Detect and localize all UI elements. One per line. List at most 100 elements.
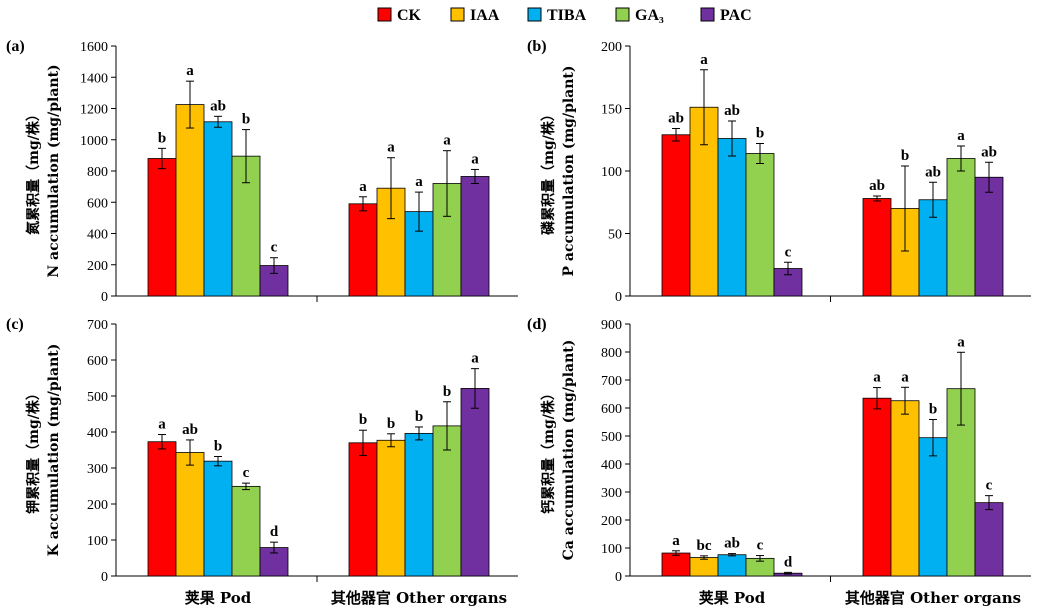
bar-ck <box>862 397 892 577</box>
significance-letter: c <box>271 240 278 256</box>
significance-letter: a <box>672 533 680 549</box>
significance-letter: b <box>387 416 395 432</box>
x-category-label: 其他器官 Other organs <box>331 589 507 607</box>
significance-letter: a <box>957 334 965 350</box>
y-tick-label: 800 <box>601 346 622 361</box>
significance-letter: ab <box>668 111 684 127</box>
legend-swatch <box>377 7 392 22</box>
legend-item-2: TIBA <box>527 7 587 24</box>
x-category-label: 其他器官 Other organs <box>845 589 1021 607</box>
legend-item-3: GA₃ <box>615 7 664 24</box>
bar-iaa <box>175 104 205 297</box>
bar-tiba <box>717 554 747 577</box>
y-tick-label: 0 <box>101 290 108 305</box>
y-tick-label: 900 <box>601 318 622 333</box>
y-tick-label: 500 <box>601 430 622 445</box>
significance-letter: ab <box>724 103 740 119</box>
significance-letter: ab <box>981 144 997 160</box>
y-tick-label: 400 <box>601 458 622 473</box>
bar-ck <box>147 441 177 577</box>
legend-label: PAC <box>720 7 752 24</box>
y-tick-label: 0 <box>615 570 622 585</box>
y-tick-label: 0 <box>101 570 108 585</box>
y-tick-label: 0 <box>615 290 622 305</box>
y-tick-label: 200 <box>601 40 622 55</box>
significance-letter: ab <box>869 178 885 194</box>
significance-letter: ab <box>724 536 740 552</box>
significance-letter: c <box>785 244 792 260</box>
y-tick-label: 400 <box>87 426 108 441</box>
significance-letter: b <box>214 438 222 454</box>
legend-item-1: IAA <box>450 7 500 24</box>
bar-ga <box>231 155 261 297</box>
y-tick-label: 600 <box>87 196 108 211</box>
y-tick-label: 700 <box>601 374 622 389</box>
y-tick-label: 400 <box>87 228 108 243</box>
y-tick-label: 600 <box>87 354 108 369</box>
y-tick-label: 150 <box>601 103 622 118</box>
y-axis-label-cn: 氮累积量（mg/株） <box>25 107 42 236</box>
bar-ga <box>231 485 261 577</box>
legend-swatch <box>450 7 465 22</box>
bar-ck <box>862 198 892 297</box>
bar-tiba <box>203 121 233 297</box>
panel-label: (a) <box>6 38 25 55</box>
significance-letter: d <box>784 554 793 570</box>
y-tick-label: 50 <box>608 228 622 243</box>
y-tick-label: 700 <box>87 318 108 333</box>
y-axis-label-en: N accumulation (mg/plant) <box>46 64 62 277</box>
legend-label: GA₃ <box>635 7 664 24</box>
y-tick-label: 1000 <box>80 134 108 149</box>
y-tick-label: 100 <box>87 534 108 549</box>
significance-letter: a <box>471 151 479 167</box>
y-tick-label: 300 <box>601 486 622 501</box>
y-axis-label-cn: 钙累积量（mg/株） <box>540 386 557 514</box>
y-tick-label: 500 <box>87 390 108 405</box>
bar-ga <box>745 153 775 297</box>
legend-label: CK <box>397 7 422 24</box>
bar-tiba <box>918 437 948 577</box>
panel-label: (c) <box>6 316 24 333</box>
significance-letter: a <box>957 128 965 144</box>
bar-ck <box>661 552 691 577</box>
significance-letter: a <box>443 133 451 149</box>
significance-letter: b <box>443 384 451 400</box>
panel-1: (b) 0 50 100 150 200 P accumulation (mg/plant)… <box>527 38 1031 305</box>
significance-letter: b <box>359 412 367 428</box>
significance-letter: a <box>186 63 194 79</box>
significance-letter: b <box>901 148 909 164</box>
y-axis-label-en: K accumulation (mg/plant) <box>46 344 62 557</box>
significance-letter: d <box>270 524 279 540</box>
bar-ck <box>348 203 378 297</box>
legend: CK IAA TIBA GA₃ PAC <box>377 7 752 24</box>
y-tick-label: 600 <box>601 402 622 417</box>
legend-item-4: PAC <box>700 7 752 24</box>
bar-ck <box>348 442 378 577</box>
bar-ga <box>432 425 462 577</box>
legend-swatch <box>527 7 542 22</box>
significance-letter: a <box>158 417 166 433</box>
bar-iaa <box>175 452 205 577</box>
bar-tiba <box>203 460 233 577</box>
x-category-label: 荚果 Pod <box>699 589 766 607</box>
significance-letter: b <box>158 130 166 146</box>
legend-item-0: CK <box>377 7 422 24</box>
y-tick-label: 800 <box>87 165 108 180</box>
bar-pac <box>460 388 490 577</box>
bar-iaa <box>689 557 719 577</box>
y-tick-label: 200 <box>601 514 622 529</box>
significance-letter: a <box>873 370 881 386</box>
significance-letter: bc <box>697 538 712 554</box>
significance-letter: a <box>700 52 708 68</box>
panel-0: (a) 0 200 400 600 800 1000 1200 1400 1600 N accumu… <box>6 38 518 305</box>
y-axis-label-en: P accumulation (mg/plant) <box>561 65 577 276</box>
significance-letter: a <box>415 174 423 190</box>
significance-letter: b <box>242 112 250 128</box>
y-axis-label-en: Ca accumulation (mg/plant) <box>561 340 577 561</box>
significance-letter: c <box>757 538 764 554</box>
significance-letter: ab <box>182 422 198 438</box>
bar-tiba <box>717 138 747 297</box>
panel-3: (d) 0 100 200 300 400 500 600 700 800 900 Ca accumu… <box>527 316 1031 607</box>
